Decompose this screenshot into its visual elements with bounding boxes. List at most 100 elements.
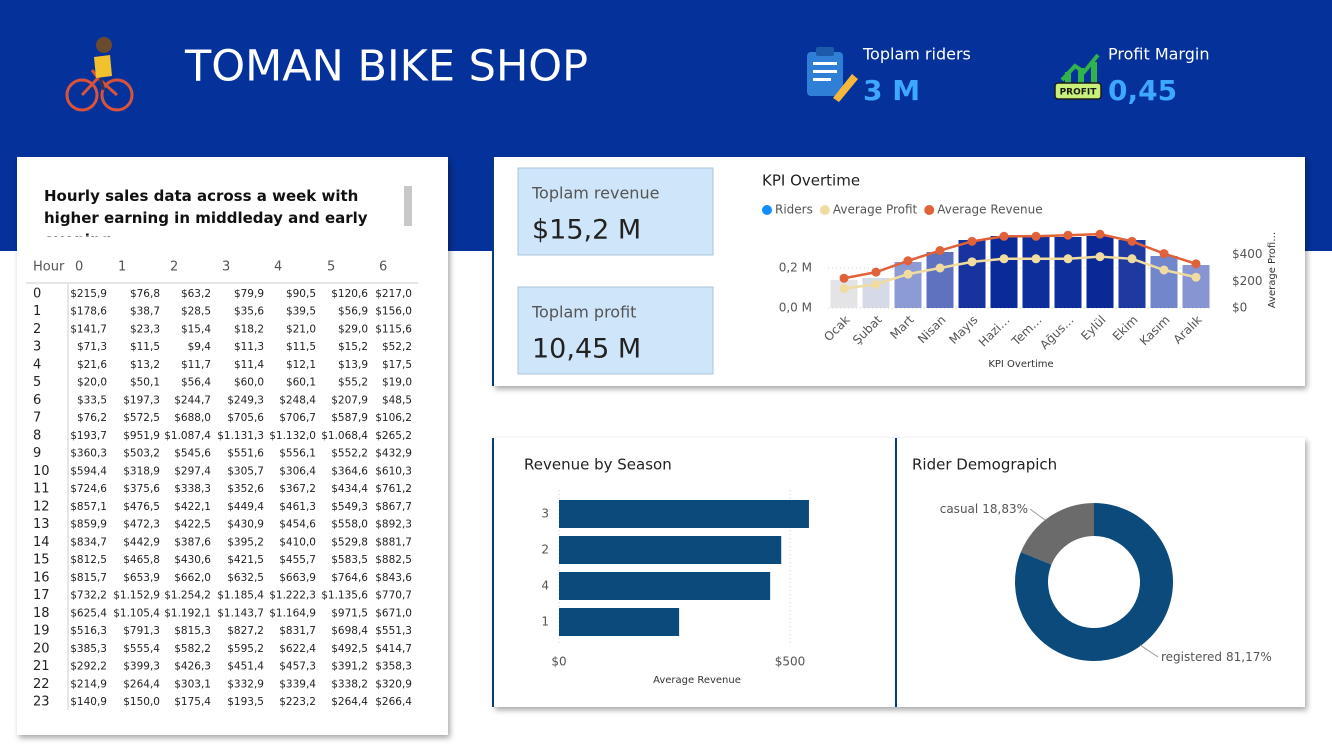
slice-label: casual 18,83% <box>940 502 1028 516</box>
cell: $1.135,6 <box>321 590 368 602</box>
bar <box>559 500 809 528</box>
bar <box>1086 236 1114 308</box>
cell: $15,4 <box>181 323 211 335</box>
line-point <box>1063 230 1073 240</box>
kpi-value: 3 M <box>863 74 920 107</box>
cell: $9,4 <box>188 341 212 353</box>
slice-value: 18,83% <box>982 502 1028 516</box>
panel-edge <box>492 157 494 386</box>
cell: $23,3 <box>130 323 160 335</box>
cell: $175,4 <box>174 696 211 708</box>
cell: $305,7 <box>227 465 264 477</box>
cell: $244,7 <box>174 394 211 406</box>
cell: $594,4 <box>70 465 107 477</box>
cell: $193,7 <box>70 430 107 442</box>
line-point <box>1127 236 1137 246</box>
bar <box>990 236 1018 308</box>
chart-title: KPI Overtime <box>762 172 860 190</box>
cell: $399,3 <box>123 661 160 673</box>
cell: $56,4 <box>181 377 211 389</box>
cell: $60,0 <box>234 377 264 389</box>
cell: $21,6 <box>77 359 107 371</box>
line-point <box>935 246 945 256</box>
cell: $156,0 <box>375 306 412 318</box>
line-point <box>839 284 849 294</box>
column-header: 1 <box>118 260 126 275</box>
demographic-panel <box>896 438 1305 707</box>
y2-axis-title: Average Profi… <box>1267 232 1278 308</box>
cell: $815,7 <box>70 572 107 584</box>
cell: $217,0 <box>375 288 412 300</box>
cell: $610,3 <box>375 465 412 477</box>
cell: $556,1 <box>279 448 316 460</box>
kpi-label: Toplam riders <box>862 45 971 64</box>
column-header: 2 <box>170 260 178 275</box>
line-point <box>999 254 1009 264</box>
cell: $516,3 <box>70 625 107 637</box>
cell: $90,5 <box>286 288 316 300</box>
cell: $120,6 <box>331 288 368 300</box>
scrollbar <box>404 186 412 226</box>
y2-tick-label: $0 <box>1232 301 1247 315</box>
cell: $492,5 <box>331 643 368 655</box>
row-header: 7 <box>33 411 41 426</box>
line-point <box>839 273 849 283</box>
row-header: 13 <box>33 517 50 532</box>
cell: $17,5 <box>382 359 412 371</box>
cell: $11,4 <box>234 359 264 371</box>
cell: $827,2 <box>227 625 264 637</box>
cell: $663,9 <box>279 572 316 584</box>
leader-line <box>1029 508 1046 521</box>
cell: $338,2 <box>331 678 368 690</box>
kpi-label: Toplam revenue <box>531 184 659 203</box>
cell: $410,0 <box>279 536 316 548</box>
cell: $881,7 <box>375 536 412 548</box>
cell: $13,9 <box>338 359 368 371</box>
row-header: 2 <box>33 322 41 337</box>
row-header: 21 <box>33 659 50 674</box>
cell: $11,3 <box>234 341 264 353</box>
y-tick-label: 2 <box>541 543 549 557</box>
cell: $364,6 <box>331 465 368 477</box>
cell: $442,9 <box>123 536 160 548</box>
table-panel <box>17 157 448 735</box>
cell: $140,9 <box>70 696 107 708</box>
legend-label: Average Profit <box>833 203 918 217</box>
cell: $264,4 <box>331 696 368 708</box>
x-axis-title: KPI Overtime <box>988 359 1053 370</box>
cell: $764,6 <box>331 572 368 584</box>
cell: $391,2 <box>331 661 368 673</box>
cell: $951,9 <box>123 430 160 442</box>
line-point <box>1159 265 1169 275</box>
line <box>843 232 1197 280</box>
bar <box>559 536 782 564</box>
icon-badge: PROFIT <box>1060 88 1098 98</box>
line-point <box>935 263 945 273</box>
line-point <box>1063 254 1073 264</box>
leader-line <box>1139 644 1159 658</box>
cell: $724,6 <box>70 483 107 495</box>
cell: $791,3 <box>123 625 160 637</box>
cell: $434,4 <box>331 483 368 495</box>
cell: $653,9 <box>123 572 160 584</box>
cell: $551,6 <box>227 448 264 460</box>
cell: $1.254,2 <box>164 590 211 602</box>
cell: $971,5 <box>331 607 368 619</box>
bar <box>958 240 986 308</box>
line-point <box>1031 254 1041 264</box>
row-header: 20 <box>33 641 50 656</box>
cell: $545,6 <box>174 448 211 460</box>
bar <box>1150 256 1178 308</box>
cell: $465,8 <box>123 554 160 566</box>
cell: $387,6 <box>174 536 211 548</box>
clipboard-icon <box>807 47 858 102</box>
cell: $671,0 <box>375 607 412 619</box>
line-point <box>999 231 1009 241</box>
cell: $732,2 <box>70 590 107 602</box>
cell: $360,3 <box>70 448 107 460</box>
row-header: 14 <box>33 535 50 550</box>
table-title-box: Hourly sales data across a week with hig… <box>44 187 368 237</box>
kpi-value: 0,45 <box>1108 74 1177 107</box>
cell: $1.131,3 <box>217 430 264 442</box>
cell: $395,2 <box>227 536 264 548</box>
